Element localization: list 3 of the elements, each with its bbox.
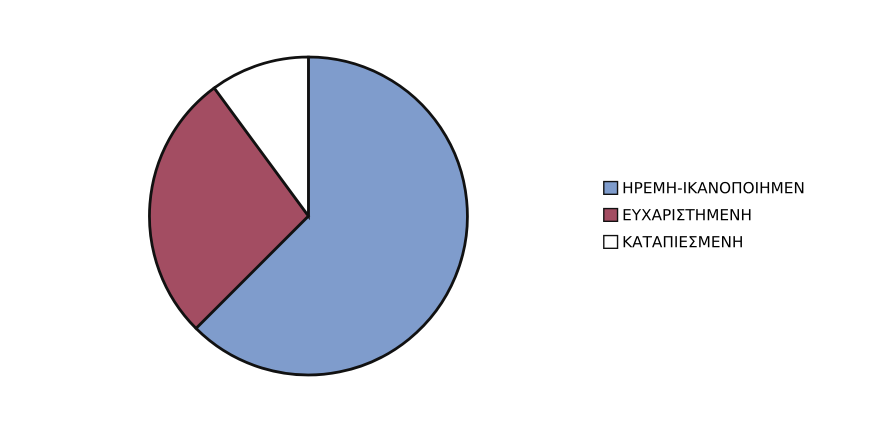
legend-label: ΗΡΕΜΗ-ΙΚΑΝΟΠΟΙΗΜΕΝ: [624, 182, 804, 194]
legend-label: ΚΑΤΑΠΙΕΣΜΕΝΗ: [624, 236, 742, 248]
legend-label: ΕΥΧΑΡΙΣΤΗΜΕΝΗ: [624, 209, 750, 220]
